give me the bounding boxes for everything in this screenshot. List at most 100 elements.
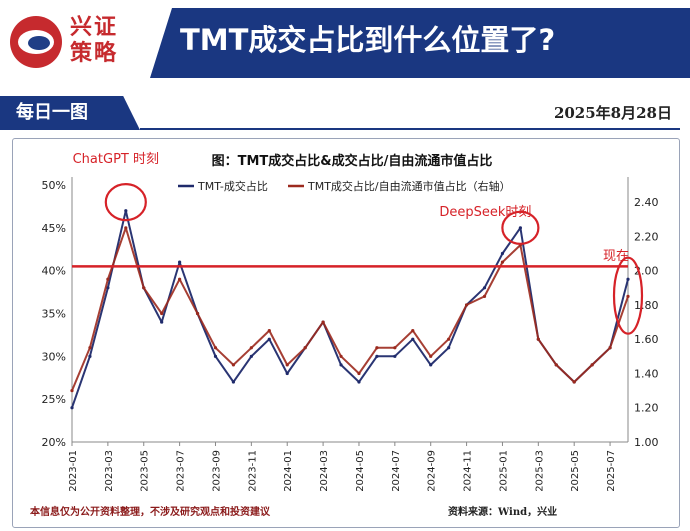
y-left-tick-label: 30% [42, 350, 66, 363]
series-1-point [375, 354, 379, 358]
series-2-point [231, 363, 236, 367]
series-1-point [411, 337, 415, 341]
y-left-tick-label: 50% [42, 179, 66, 192]
daily-tag-bg [0, 96, 140, 130]
y-left-tick-label: 45% [42, 222, 66, 235]
x-tick-label: 2025-03 [534, 450, 545, 492]
y-right-tick-label: 2.20 [634, 230, 659, 243]
series-2-point [321, 320, 325, 324]
series-2-point [554, 363, 558, 367]
daily-tag-label: 每日一图 [16, 102, 88, 123]
y-right-tick-label: 2.40 [634, 196, 659, 209]
series-line-2 [71, 226, 629, 391]
x-tick-label: 2023-11 [247, 450, 258, 492]
brand-name: 兴证 策略 [70, 14, 118, 66]
y-left-tick-label: 40% [42, 265, 66, 278]
series-1-point [124, 209, 128, 213]
chart-title: 图：TMT成交占比&成交占比/自由流通市值占比 [212, 153, 493, 169]
series-2-point [411, 329, 415, 333]
series-2-point [88, 346, 92, 350]
series-2-point [249, 346, 253, 350]
x-tick-label: 2024-03 [319, 450, 330, 492]
header-divider [140, 128, 680, 130]
x-tick-label: 2024-09 [427, 450, 438, 492]
series-2-point [590, 363, 594, 367]
series-1-point [285, 371, 289, 376]
series-1-point [429, 363, 433, 367]
series-2-point [285, 363, 289, 367]
y-left-tick-label: 20% [42, 436, 66, 449]
report-date: 2025年8月28日 [553, 104, 672, 122]
series-2-point [429, 354, 433, 358]
y-right-tick-label: 1.60 [634, 333, 659, 346]
annotation-circle-3 [612, 256, 644, 335]
series-2-point [70, 389, 74, 393]
series-2-point [213, 346, 218, 350]
series-2-point [339, 354, 343, 358]
y-right-tick-label: 1.00 [634, 436, 659, 449]
x-tick-label: 2024-05 [355, 450, 366, 492]
series-1-point [267, 337, 271, 341]
chart-frame [12, 138, 680, 528]
series-2-point [160, 311, 164, 316]
y-left-tick-label: 25% [42, 393, 66, 406]
header-bar: 兴证 策略 TMT成交占比到什么位置了? [0, 0, 690, 88]
y-right-tick-label: 1.40 [634, 367, 659, 380]
series-1-point [178, 260, 182, 264]
series-2-point [142, 286, 146, 290]
x-axis: 2023-01 2023-03 2023-05 2023-07 2023-09 2023-… [68, 442, 617, 492]
page-title: TMT成交占比到什么位置了? [180, 23, 556, 57]
series-1-point [482, 286, 487, 290]
footer-source: 资料来源：Wind，兴业 [448, 507, 558, 518]
series-2-point [500, 260, 505, 264]
chart-legend: TMT-成交占比 TMT成交占比/自由流通市值占比（右轴） [178, 179, 511, 193]
series-2-point [303, 346, 307, 350]
legend-label-2: TMT成交占比/自由流通市值占比（右轴） [307, 179, 511, 193]
series-1-point [626, 277, 630, 281]
x-tick-label: 2024-11 [463, 450, 474, 492]
annotation-label-3: 现在 [603, 249, 629, 264]
annotation-label-2: DeepSeek时刻 [439, 205, 531, 220]
series-2-point [178, 277, 182, 281]
y-axis-left: 20% 25% 30% 35% 40% 45% 50% [42, 179, 66, 449]
series-2-point [482, 294, 487, 298]
series-2-point [464, 303, 469, 307]
footer-disclaimer: 本信息仅为公开资料整理，不涉及研究观点和投资建议 [30, 507, 270, 518]
chart-grid [71, 177, 629, 443]
x-tick-label: 2025-07 [606, 450, 617, 492]
series-1-point [249, 354, 253, 358]
series-1-point [339, 363, 343, 367]
x-tick-label: 2023-03 [104, 450, 115, 492]
x-tick-label: 2023-01 [68, 450, 79, 492]
x-tick-label: 2023-05 [140, 450, 151, 492]
annotation-circle-1 [104, 183, 147, 222]
x-tick-label: 2023-07 [176, 450, 187, 492]
series-2-point [572, 380, 576, 384]
series-2-point [195, 311, 200, 316]
series-1-point [357, 380, 361, 384]
series-2-point [608, 346, 612, 350]
series-1-point [88, 354, 92, 358]
series-1-point [160, 320, 164, 324]
series-2-point [106, 277, 110, 281]
series-2-point [267, 329, 271, 333]
series-line-1 [71, 209, 629, 409]
annotation-circle-2 [501, 210, 540, 245]
annotation-label-1: ChatGPT 时刻 [73, 152, 159, 167]
y-left-tick-label: 35% [42, 308, 66, 321]
y-right-tick-label: 1.80 [634, 299, 659, 312]
series-2-point [626, 294, 630, 298]
series-1-point [106, 286, 110, 290]
x-tick-label: 2023-09 [211, 450, 222, 492]
series-2-point [536, 337, 540, 341]
series-2-point [375, 346, 379, 350]
brand-name-line2: 策略 [70, 40, 119, 66]
x-tick-label: 2024-07 [391, 450, 402, 492]
legend-label-1: TMT-成交占比 [197, 179, 268, 193]
series-1-point [447, 346, 451, 350]
x-tick-label: 2024-01 [283, 450, 294, 492]
series-1-point [213, 354, 218, 358]
x-tick-label: 2025-01 [498, 450, 509, 492]
